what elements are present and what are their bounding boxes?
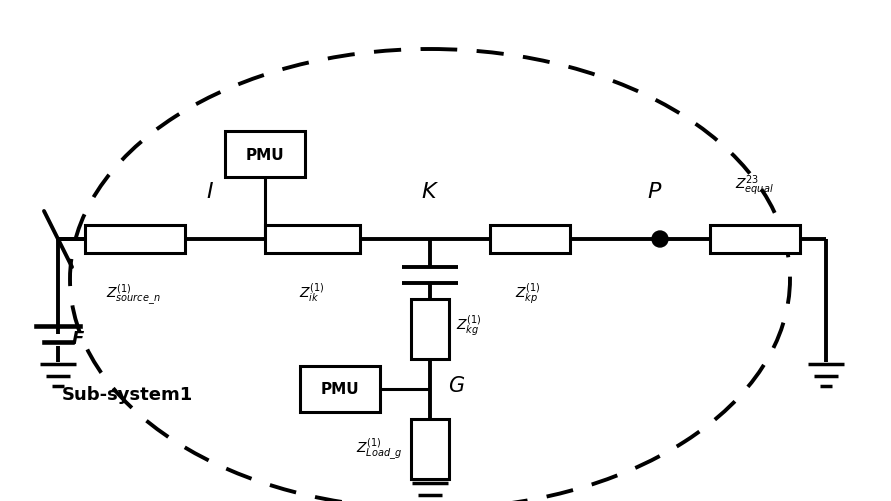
Text: PMU: PMU [246,147,284,162]
Text: $G$: $G$ [448,375,465,395]
Text: F: F [72,329,85,347]
Bar [490,225,570,254]
Bar [300,366,380,412]
Text: PMU: PMU [321,382,359,397]
Text: $Z^{(1)}_{ik}$: $Z^{(1)}_{ik}$ [299,282,325,305]
Text: $Z^{(1)}_{kg}$: $Z^{(1)}_{kg}$ [456,313,482,338]
Text: $Z^{23}_{equal}$: $Z^{23}_{equal}$ [735,173,773,197]
Bar [225,132,305,178]
Bar [265,225,360,254]
Bar [411,300,449,359]
Text: $I$: $I$ [206,182,214,201]
Text: $Z^{(1)}_{source\_n}$: $Z^{(1)}_{source\_n}$ [106,282,160,306]
Text: $Z^{(1)}_{kp}$: $Z^{(1)}_{kp}$ [515,282,541,307]
Text: $P$: $P$ [648,182,663,201]
Bar [710,225,800,254]
Text: Sub-system1: Sub-system1 [62,385,193,403]
Bar [85,225,185,254]
Bar [411,419,449,479]
Text: $K$: $K$ [421,182,439,201]
Text: $Z^{(1)}_{Load\_g}$: $Z^{(1)}_{Load\_g}$ [356,436,402,462]
Circle shape [652,231,668,247]
